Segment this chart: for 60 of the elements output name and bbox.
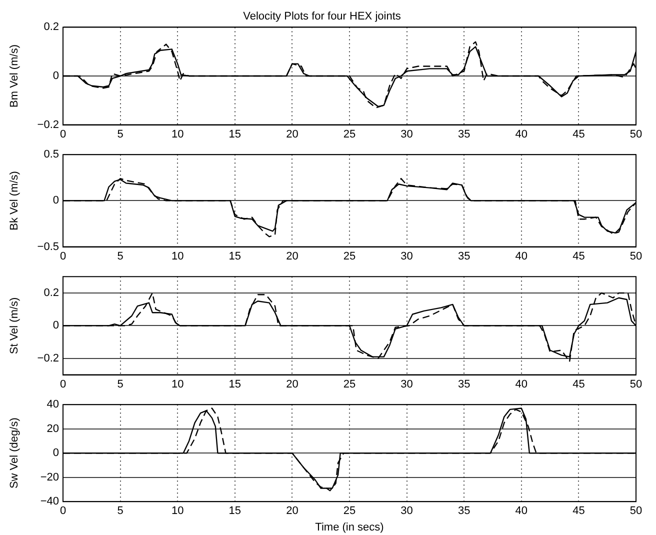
y-tick-label: −0.5 (37, 240, 59, 253)
x-tick-label: 50 (630, 505, 642, 518)
y-tick-label: 0.2 (44, 21, 59, 34)
y-axis-title: Bm Vel (m/s) (8, 44, 21, 108)
x-tick-label: 10 (171, 378, 184, 390)
x-tick-label: 30 (400, 128, 413, 140)
y-tick-label: −40 (40, 496, 59, 508)
y-tick-label: 20 (46, 422, 59, 435)
y-tick-label: 0 (52, 320, 59, 332)
x-tick-label: 20 (286, 505, 298, 518)
x-tick-label: 5 (117, 378, 124, 390)
x-tick-label: 10 (171, 128, 184, 140)
y-tick-label: −20 (40, 471, 59, 484)
x-tick-label: 45 (572, 128, 585, 140)
x-tick-label: 30 (400, 505, 413, 518)
x-tick-label: 35 (458, 505, 470, 518)
y-tick-label: 40 (46, 398, 59, 411)
x-tick-label: 40 (515, 250, 528, 262)
y-tick-label: 0 (52, 447, 59, 460)
x-tick-label: 20 (286, 250, 298, 262)
x-tick-label: 45 (572, 250, 585, 262)
y-axis-title: Sw Vel (deg/s) (8, 418, 21, 489)
x-tick-label: 15 (228, 378, 242, 390)
x-tick-label: 45 (572, 378, 585, 390)
chart-title: Velocity Plots for four HEX joints (243, 10, 402, 23)
x-tick-label: 15 (228, 128, 242, 140)
x-tick-label: 35 (458, 128, 470, 140)
x-tick-label: 50 (630, 250, 642, 262)
x-tick-label: 20 (286, 128, 298, 140)
y-tick-label: −0.2 (37, 352, 59, 364)
x-tick-label: 25 (343, 505, 356, 518)
x-tick-label: 10 (171, 250, 184, 262)
x-tick-label: 15 (228, 505, 242, 518)
x-tick-label: 40 (515, 505, 528, 518)
x-tick-label: 40 (515, 128, 528, 140)
y-tick-label: 0.2 (44, 287, 59, 299)
x-tick-label: 40 (515, 378, 528, 390)
x-tick-label: 30 (400, 378, 413, 390)
x-tick-label: 25 (343, 128, 356, 140)
x-tick-label: 50 (630, 378, 642, 390)
y-axis-title: Bk Vel (m/s) (8, 171, 21, 230)
x-tick-label: 45 (572, 505, 585, 518)
x-tick-label: 5 (117, 505, 124, 518)
x-tick-label: 25 (343, 250, 356, 262)
x-tick-label: 10 (171, 505, 184, 518)
y-tick-label: 0 (52, 70, 59, 82)
x-tick-label: 50 (630, 128, 642, 140)
y-tick-label: 0 (52, 194, 59, 207)
x-tick-label: 30 (400, 250, 413, 262)
y-tick-label: 0.5 (44, 148, 59, 161)
x-tick-label: 35 (458, 250, 470, 262)
x-tick-label: 25 (343, 378, 356, 390)
x-tick-label: 5 (117, 128, 124, 140)
x-tick-label: 5 (117, 250, 124, 262)
x-tick-label: 20 (286, 378, 298, 390)
x-tick-label: 15 (228, 250, 242, 262)
x-tick-label: 35 (458, 378, 470, 390)
y-axis-title: St Vel (m/s) (8, 297, 21, 354)
y-tick-label: −0.2 (37, 118, 59, 131)
x-axis-title: Time (in secs) (315, 521, 384, 534)
